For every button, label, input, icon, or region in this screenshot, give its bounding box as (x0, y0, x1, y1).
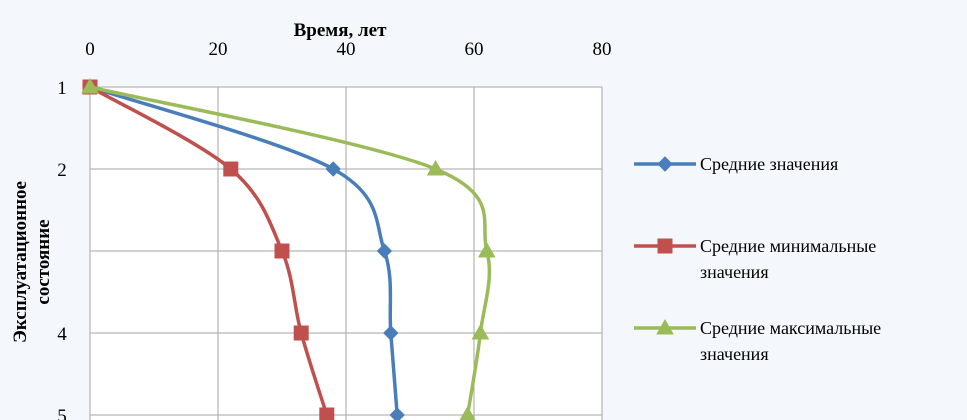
y-axis-title-line-2: состояние (33, 219, 54, 304)
legend-entry-3: Средние максимальные значения (634, 318, 881, 364)
legend-label: Средние минимальные (700, 236, 876, 256)
data-point (325, 161, 341, 177)
series-3 (81, 77, 496, 420)
x-tick-label: 0 (85, 39, 95, 60)
legend-entry-2: Средние минимальные значения (634, 236, 876, 282)
legend-label: Средние максимальные (700, 318, 881, 338)
chart-title: Время, лет (294, 20, 387, 41)
data-point (319, 407, 335, 420)
data-point (81, 77, 99, 94)
data-point (426, 159, 445, 176)
x-tick-label: 80 (593, 39, 612, 60)
data-point (383, 325, 399, 341)
series-line (88, 85, 399, 417)
y-tick-label: 2 (57, 160, 67, 181)
legend-marker (657, 156, 673, 172)
data-series (81, 77, 496, 420)
y-tick-label: 4 (57, 324, 67, 345)
y-tick-label: 5 (57, 406, 67, 420)
x-tick-label: 60 (465, 39, 484, 60)
legend-marker (657, 238, 673, 254)
grid-lines (89, 86, 603, 420)
legend-label: Средние значения (700, 154, 838, 174)
data-point (459, 405, 476, 420)
y-axis-title-line-1: Эксплуатационное (10, 181, 31, 343)
series-line (88, 85, 492, 417)
y-tick-label: 1 (57, 78, 67, 99)
data-point (274, 243, 290, 259)
x-tick-label: 40 (337, 39, 356, 60)
data-point (477, 241, 496, 258)
legend: Средние значения Средние минимальные значе… (634, 154, 881, 364)
legend-entry-1: Средние значения (634, 154, 838, 174)
data-point (223, 161, 239, 177)
y-axis-title: Эксплуатационное состояние (10, 181, 54, 343)
data-point (376, 243, 393, 259)
axes: 0 20 40 60 80 1 2 4 5 (57, 39, 611, 420)
legend-marker (656, 318, 674, 335)
data-point (293, 325, 309, 341)
x-tick-label: 20 (209, 39, 228, 60)
legend-label: значения (700, 344, 769, 364)
legend-label: значения (700, 262, 769, 282)
data-point (471, 323, 490, 340)
data-point (389, 407, 405, 420)
